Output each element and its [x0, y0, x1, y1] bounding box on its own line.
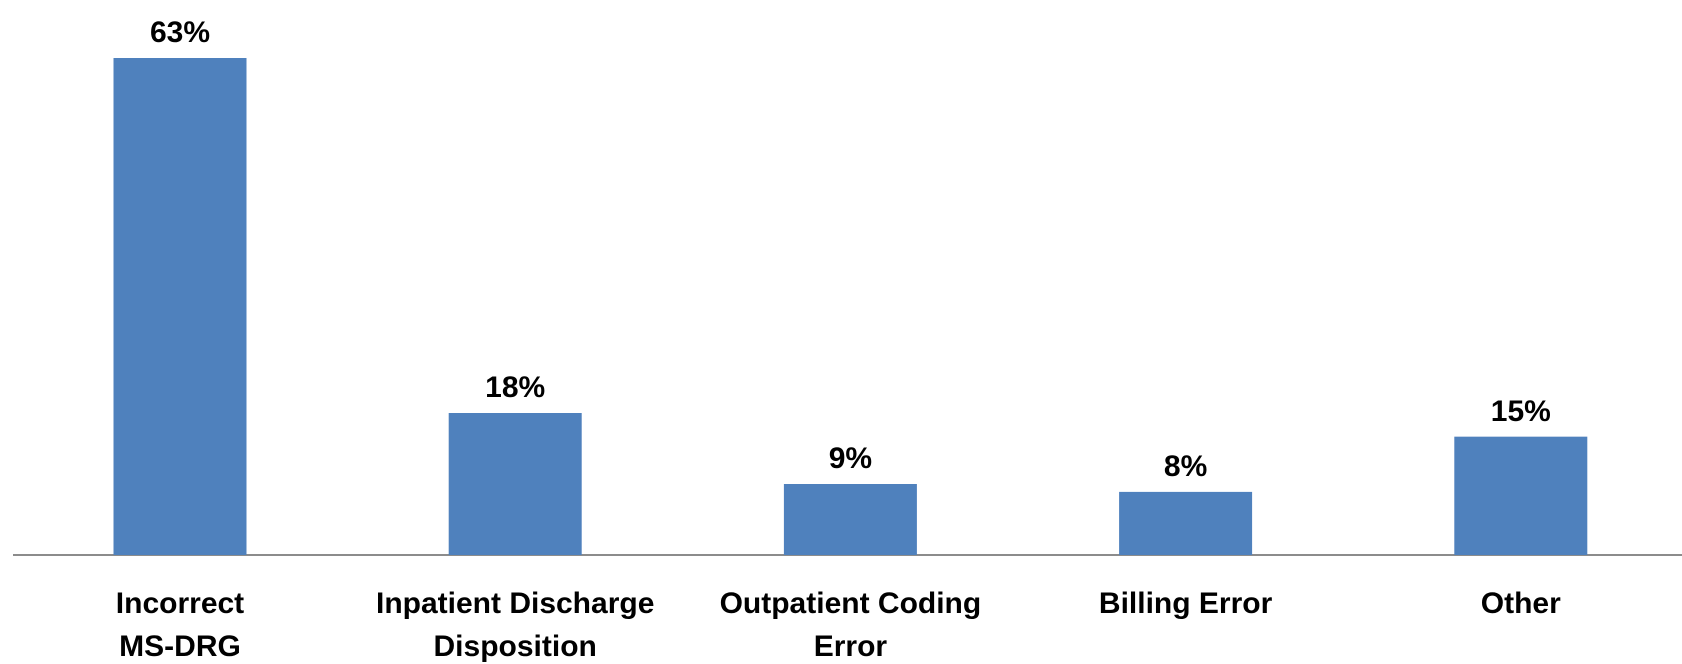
value-label: 18% — [485, 371, 546, 404]
x-tick-label: Incorrect MS-DRG — [115, 587, 245, 663]
x-tick-label: Other — [1480, 587, 1561, 620]
value-label: 15% — [1490, 394, 1551, 428]
bar — [448, 413, 582, 555]
x-tick-label: Billing Error — [1098, 587, 1273, 620]
bar — [113, 58, 247, 555]
value-label: 8% — [1163, 449, 1208, 483]
value-label: 9% — [828, 442, 873, 475]
x-tick-label: Inpatient Discharge Disposition — [375, 587, 655, 663]
bar — [1454, 436, 1588, 555]
x-tick-label: Outpatient Coding Error — [719, 587, 982, 663]
bar — [783, 484, 917, 555]
value-label: 63% — [149, 16, 211, 49]
bar — [1119, 491, 1253, 555]
